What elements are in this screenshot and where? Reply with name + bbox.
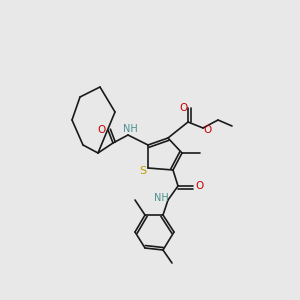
Text: S: S (140, 166, 147, 176)
Text: NH: NH (154, 193, 168, 203)
Text: NH: NH (123, 124, 137, 134)
Text: O: O (179, 103, 187, 113)
Text: O: O (204, 125, 212, 135)
Text: O: O (98, 125, 106, 135)
Text: O: O (195, 181, 203, 191)
